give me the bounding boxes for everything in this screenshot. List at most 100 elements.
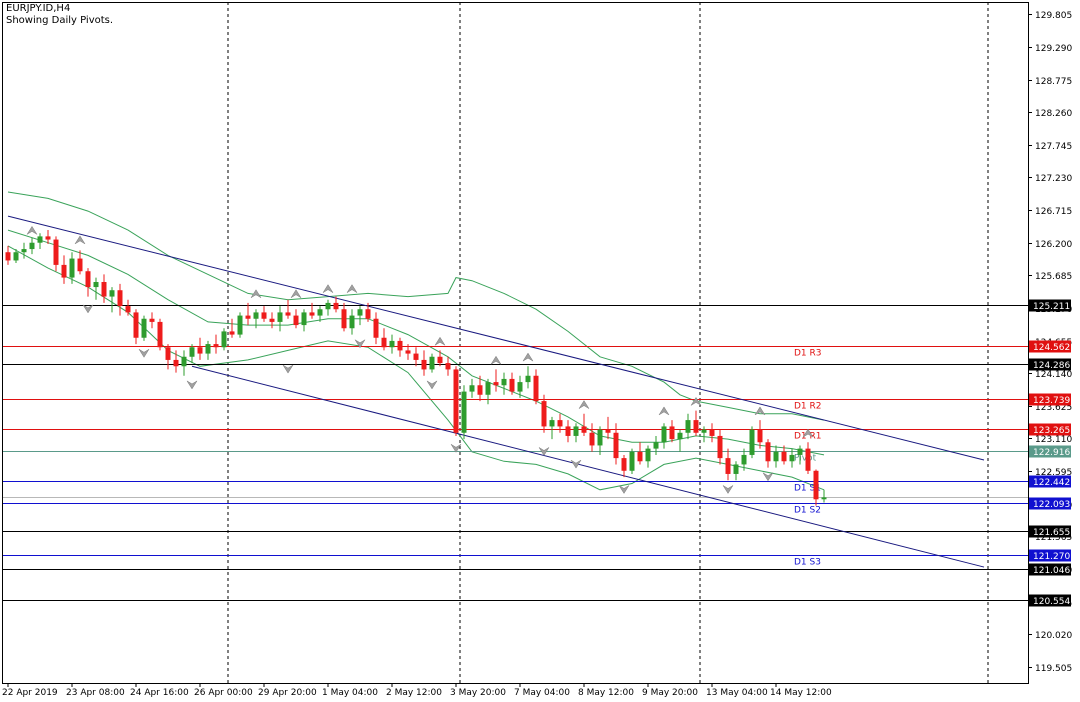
candle-body	[813, 470, 819, 500]
candle	[21, 242, 27, 259]
plot-border	[2, 2, 1029, 684]
x-tick-label: 23 Apr 08:00	[66, 688, 125, 698]
level-price-tag-bg	[1029, 563, 1071, 576]
y-tick-label: 127.230	[1035, 174, 1072, 184]
candle-body	[197, 347, 203, 354]
x-tick-label: 26 Apr 00:00	[194, 688, 253, 698]
y-tick-label: 126.715	[1035, 207, 1072, 217]
fractal-down-icon	[282, 364, 294, 374]
candle-body	[493, 382, 499, 386]
chart-frame	[2, 2, 1029, 684]
level-label: D1 S1	[794, 484, 821, 494]
candle-body	[277, 312, 283, 322]
candle	[773, 445, 779, 468]
candle-body	[749, 429, 755, 455]
candle-body	[357, 309, 363, 316]
candle	[309, 302, 315, 319]
candle	[397, 337, 403, 357]
candle	[5, 245, 11, 265]
candle	[765, 439, 771, 468]
candle-body	[205, 344, 211, 354]
fractal-up-icon	[346, 284, 358, 293]
y-tick-label: 125.685	[1035, 272, 1072, 282]
level-price-tags: 125.211 124.562 124.286 123.739 123.265 122.9…	[1029, 299, 1071, 607]
candle	[693, 410, 699, 436]
fractal-up-icon	[290, 289, 302, 298]
candle-body	[685, 420, 691, 433]
level-price-tag-text: 125.211	[1033, 302, 1070, 312]
candle	[349, 309, 355, 335]
level-price-tag-text: 123.265	[1033, 426, 1070, 436]
level-price-tag-bg	[1029, 594, 1071, 607]
y-tick-label: 128.260	[1035, 109, 1072, 119]
candle	[157, 318, 163, 351]
level-price-tag: 120.554	[1029, 594, 1071, 607]
level-price-tag: 122.916	[1029, 445, 1071, 458]
candle	[365, 302, 371, 322]
candle-body	[397, 340, 403, 351]
candle-body	[789, 454, 795, 462]
candle-body	[693, 420, 699, 433]
candle-body	[677, 432, 683, 440]
bollinger-bands	[7, 191, 825, 491]
candle	[629, 448, 635, 474]
candle-body	[461, 391, 467, 433]
level-price-tag-bg	[1029, 445, 1071, 458]
candle	[493, 369, 499, 392]
y-tick-label: 126.200	[1035, 240, 1072, 250]
candle	[405, 344, 411, 360]
candle	[125, 299, 131, 316]
candle	[445, 356, 451, 376]
candle	[517, 375, 523, 398]
y-tick-label: 129.805	[1035, 11, 1072, 21]
trend-channel	[7, 215, 985, 568]
candle	[533, 369, 539, 405]
x-tick-label: 9 May 20:00	[642, 688, 698, 698]
candle-body	[101, 282, 107, 297]
candlesticks[interactable]	[5, 230, 827, 506]
level-label: D1 R1	[794, 432, 822, 442]
candle-body	[413, 353, 419, 360]
fractal-up-icon	[690, 396, 702, 406]
candle	[725, 448, 731, 481]
x-tick-label: 7 May 04:00	[514, 688, 570, 698]
candle-body	[317, 309, 323, 316]
level-price-tag-bg	[1029, 393, 1071, 406]
candle	[229, 318, 235, 338]
candle-body	[189, 347, 195, 357]
fractal-arrows	[26, 225, 814, 494]
candle-body	[709, 429, 715, 436]
candle	[77, 250, 83, 275]
candle	[45, 230, 51, 244]
candle	[461, 385, 467, 440]
candle-body	[453, 369, 459, 433]
fractal-down-icon	[538, 447, 550, 456]
fractal-up-icon	[26, 225, 38, 235]
candle-body	[173, 359, 179, 367]
candle-body	[645, 448, 651, 462]
candle-body	[213, 344, 219, 348]
candle	[389, 334, 395, 354]
candle	[333, 296, 339, 313]
pivot-levels: D1 R3 D1 R2 D1 R1 Pivot D1 S1 D1 S2 D1 S3	[2, 305, 1028, 601]
candle	[701, 426, 707, 443]
fractal-up-icon	[578, 400, 590, 409]
candle	[685, 413, 691, 440]
candle	[245, 302, 251, 326]
candle-body	[445, 363, 451, 370]
level-price-tag-text: 121.655	[1033, 528, 1070, 538]
time-axis[interactable]: 22 Apr 2019 23 Apr 08:00 24 Apr 16:00 26 Ap…	[2, 683, 832, 698]
fractal-up-icon	[802, 428, 814, 438]
candle-body	[429, 356, 435, 370]
level-price-tag: 121.046	[1029, 563, 1071, 576]
candle	[621, 454, 627, 478]
candle-body	[573, 426, 579, 436]
candle	[677, 429, 683, 452]
period-separators	[227, 2, 989, 683]
level-price-tag: 124.286	[1029, 358, 1071, 371]
candle	[469, 378, 475, 398]
y-tick-label: 129.290	[1035, 44, 1072, 54]
candle-body	[477, 385, 483, 395]
candle	[429, 353, 435, 373]
